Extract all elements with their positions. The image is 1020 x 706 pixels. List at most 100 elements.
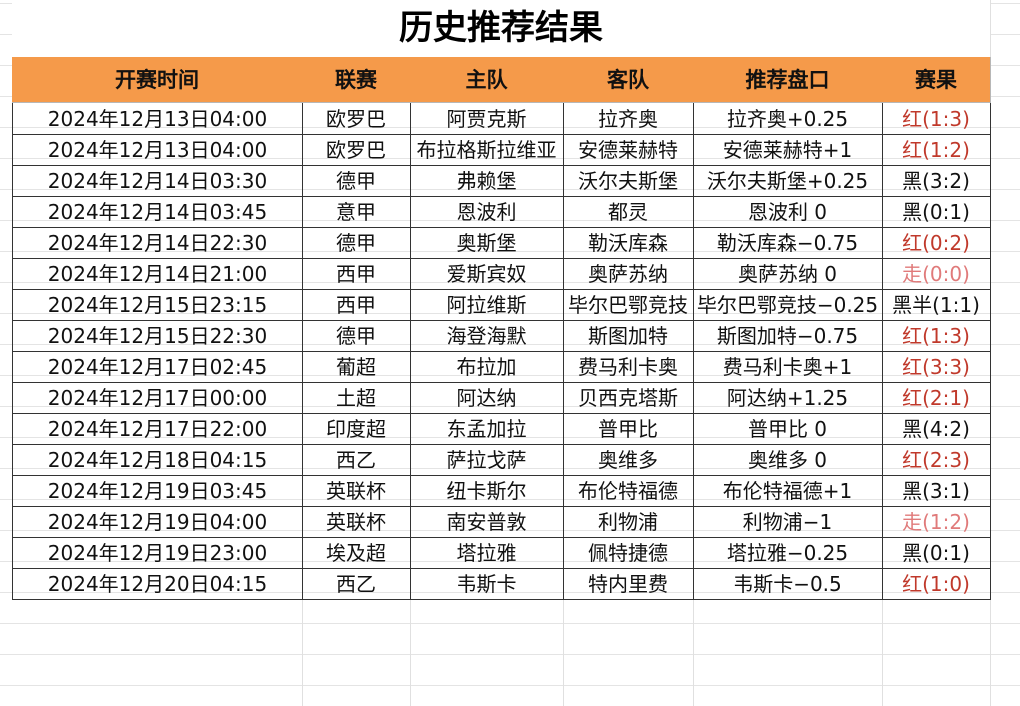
header-cell: 赛果 [882,57,991,103]
header-cell: 开赛时间 [12,57,303,103]
table-cell: 西乙 [302,444,411,476]
table-cell: 利物浦 [563,506,694,538]
table-cell: 勒沃库森 [563,227,694,259]
table-cell: 斯图加特−0.75 [693,320,883,352]
table-cell: 普甲比 0 [693,413,883,445]
table-cell: 红(0:2) [882,227,991,259]
header-cell: 联赛 [302,57,411,103]
table-cell: 红(1:2) [882,134,991,166]
table-cell: 红(1:0) [882,568,991,600]
table-cell: 阿达纳 [410,382,564,414]
table-cell: 普甲比 [563,413,694,445]
table-cell: 德甲 [302,165,411,197]
table-cell: 红(1:3) [882,103,991,135]
table-cell: 毕尔巴鄂竞技−0.25 [693,289,883,321]
table-cell: 2024年12月14日21:00 [12,258,303,290]
table-cell: 安德莱赫特+1 [693,134,883,166]
table-cell: 走(1:2) [882,506,991,538]
table-cell: 阿拉维斯 [410,289,564,321]
table-cell: 奥斯堡 [410,227,564,259]
table-cell: 南安普敦 [410,506,564,538]
table-cell: 斯图加特 [563,320,694,352]
table-cell: 黑(3:2) [882,165,991,197]
table-cell: 西甲 [302,289,411,321]
table-cell: 2024年12月18日04:15 [12,444,303,476]
table-cell: 走(0:0) [882,258,991,290]
table-cell: 印度超 [302,413,411,445]
table-cell: 2024年12月20日04:15 [12,568,303,600]
table-cell: 特内里费 [563,568,694,600]
table-cell: 费马利卡奥 [563,351,694,383]
table-cell: 弗赖堡 [410,165,564,197]
table-cell: 葡超 [302,351,411,383]
table-cell: 纽卡斯尔 [410,475,564,507]
table-cell: 红(2:1) [882,382,991,414]
table-cell: 英联杯 [302,506,411,538]
table-cell: 佩特捷德 [563,537,694,569]
table-cell: 布伦特福德 [563,475,694,507]
table-cell: 黑半(1:1) [882,289,991,321]
table-cell: 阿贾克斯 [410,103,564,135]
table-cell: 2024年12月17日22:00 [12,413,303,445]
table-cell: 都灵 [563,196,694,228]
table-cell: 奥萨苏纳 0 [693,258,883,290]
table-cell: 塔拉雅 [410,537,564,569]
table-cell: 沃尔夫斯堡+0.25 [693,165,883,197]
table-cell: 费马利卡奥+1 [693,351,883,383]
table-cell: 2024年12月14日03:30 [12,165,303,197]
table-cell: 红(3:3) [882,351,991,383]
table-cell: 2024年12月19日04:00 [12,506,303,538]
table-cell: 布拉格斯拉维亚 [410,134,564,166]
table-cell: 海登海默 [410,320,564,352]
table-cell: 2024年12月17日00:00 [12,382,303,414]
table-cell: 奥萨苏纳 [563,258,694,290]
table-cell: 勒沃库森−0.75 [693,227,883,259]
table-cell: 2024年12月19日23:00 [12,537,303,569]
table-cell: 2024年12月13日04:00 [12,134,303,166]
table-cell: 利物浦−1 [693,506,883,538]
table-cell: 2024年12月13日04:00 [12,103,303,135]
table-cell: 红(2:3) [882,444,991,476]
table-cell: 2024年12月14日03:45 [12,196,303,228]
table-cell: 拉齐奥 [563,103,694,135]
table-cell: 奥维多 0 [693,444,883,476]
table-cell: 德甲 [302,227,411,259]
table-cell: 土超 [302,382,411,414]
table-cell: 黑(0:1) [882,537,991,569]
table-cell: 西甲 [302,258,411,290]
table-cell: 埃及超 [302,537,411,569]
table-cell: 2024年12月17日02:45 [12,351,303,383]
table-cell: 爱斯宾奴 [410,258,564,290]
table-cell: 东孟加拉 [410,413,564,445]
table-cell: 贝西克塔斯 [563,382,694,414]
table-cell: 2024年12月19日03:45 [12,475,303,507]
table-cell: 塔拉雅−0.25 [693,537,883,569]
table-cell: 布伦特福德+1 [693,475,883,507]
table-cell: 黑(0:1) [882,196,991,228]
sheet-title: 历史推荐结果 [12,0,990,57]
header-cell: 主队 [410,57,564,103]
table-cell: 意甲 [302,196,411,228]
table-cell: 韦斯卡 [410,568,564,600]
table-cell: 红(1:3) [882,320,991,352]
table-cell: 拉齐奥+0.25 [693,103,883,135]
table-cell: 欧罗巴 [302,103,411,135]
table-cell: 西乙 [302,568,411,600]
table-cell: 韦斯卡−0.5 [693,568,883,600]
table-cell: 英联杯 [302,475,411,507]
table-cell: 2024年12月15日23:15 [12,289,303,321]
header-cell: 推荐盘口 [693,57,883,103]
table-cell: 黑(4:2) [882,413,991,445]
table-cell: 黑(3:1) [882,475,991,507]
table-cell: 德甲 [302,320,411,352]
table-cell: 恩波利 0 [693,196,883,228]
table-cell: 2024年12月15日22:30 [12,320,303,352]
table-cell: 毕尔巴鄂竞技 [563,289,694,321]
header-cell: 客队 [563,57,694,103]
table-cell: 阿达纳+1.25 [693,382,883,414]
table-cell: 恩波利 [410,196,564,228]
table-cell: 布拉加 [410,351,564,383]
table-cell: 2024年12月14日22:30 [12,227,303,259]
